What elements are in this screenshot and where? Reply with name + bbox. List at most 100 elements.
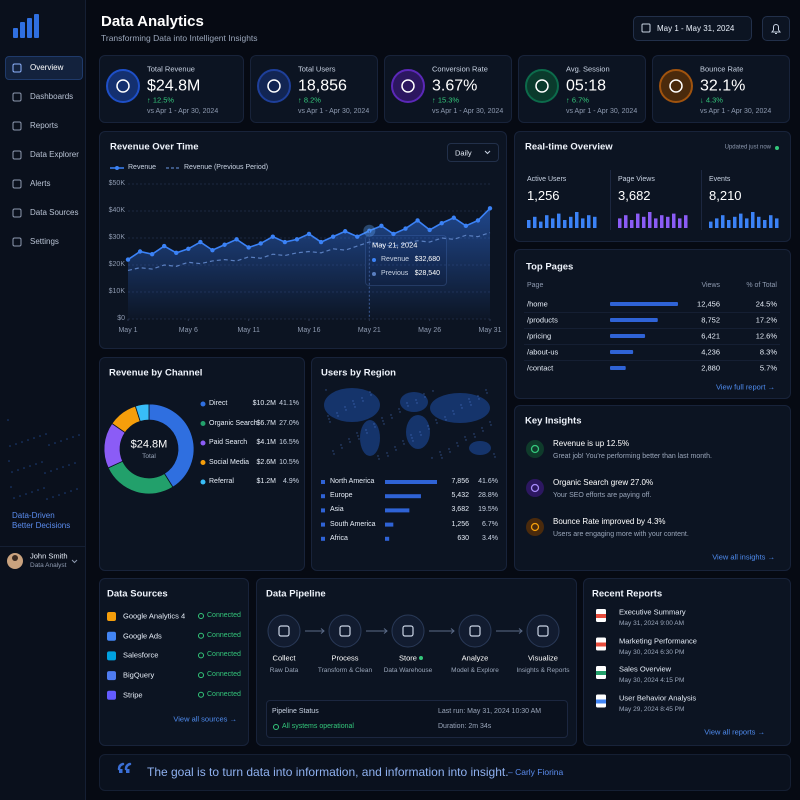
map-dot <box>486 392 488 394</box>
status: Updated just now <box>724 144 771 151</box>
step-icon <box>458 614 492 648</box>
channel-amount: $4.1M <box>256 438 276 446</box>
y-tick-label: $20K <box>108 260 125 268</box>
spark-bar <box>569 216 573 228</box>
source-icon <box>107 612 116 621</box>
legend-dot <box>200 401 206 407</box>
date-range: May 1 - May 31, 2024 <box>657 23 735 33</box>
channel-share: 41.1% <box>279 399 299 407</box>
period-select[interactable] <box>447 143 499 162</box>
tooltip-date: May 21, 2024 <box>372 240 418 250</box>
kpi-label: Conversion Rate <box>432 64 488 74</box>
step-icon <box>526 614 560 648</box>
x-tick-label: May 1 <box>118 326 138 334</box>
point <box>222 242 227 247</box>
page-name: /contact <box>527 363 554 373</box>
page-views: 12,456 <box>697 299 720 309</box>
arrow <box>366 628 388 634</box>
bar <box>610 302 678 306</box>
legend-dot <box>200 479 206 485</box>
link[interactable]: View all reports → <box>704 727 765 737</box>
user-name[interactable]: John Smith <box>30 551 68 561</box>
spark-bar <box>745 218 749 228</box>
map-dot <box>469 401 471 403</box>
map-dot <box>329 421 331 423</box>
column-header: Views <box>701 281 720 289</box>
nav-item[interactable]: Data Sources <box>30 208 79 218</box>
channel-amount: $10.2M <box>252 399 276 407</box>
report-date: May 31, 2024 9:00 AM <box>619 620 685 628</box>
spark-bar <box>593 216 597 228</box>
kpi-label: Total Users <box>298 64 336 74</box>
panel-title: Recent Reports <box>592 588 663 600</box>
map-dot <box>410 434 412 436</box>
point <box>439 220 444 226</box>
nav-item[interactable]: Data Explorer <box>30 150 79 160</box>
map-dot <box>358 438 360 440</box>
map-dot <box>473 433 475 435</box>
status-dot <box>775 146 779 150</box>
tooltip-label: Revenue <box>381 255 410 263</box>
page-name: /pricing <box>527 331 552 341</box>
map-dot <box>493 453 495 455</box>
status-text: All systems operational <box>282 722 354 730</box>
source-icon <box>107 671 116 681</box>
report-icon-badge <box>596 614 606 618</box>
bar <box>385 494 421 499</box>
step-name: Collect <box>272 653 296 663</box>
source-status: Connected <box>207 631 241 639</box>
map-dot <box>377 455 379 457</box>
link[interactable]: View full report → <box>715 382 775 392</box>
point <box>162 243 167 249</box>
map-dot <box>490 424 492 426</box>
logo-bar <box>34 14 39 38</box>
step-glyph <box>339 625 351 637</box>
report-icon-badge <box>596 671 606 675</box>
kpi-icon-inner <box>535 79 549 93</box>
x-tick-label: May 16 <box>297 326 321 334</box>
date-picker[interactable] <box>633 16 752 41</box>
link[interactable]: View all insights → <box>712 552 775 562</box>
decor-dot <box>41 461 43 463</box>
report-name[interactable]: Executive Summary <box>619 607 686 617</box>
region-name: Europe <box>330 491 353 499</box>
map-dot <box>445 419 447 421</box>
spark-bar <box>533 216 537 228</box>
bar <box>610 334 646 338</box>
kpi-icon <box>257 69 291 103</box>
nav-item[interactable]: Reports <box>30 121 59 131</box>
tagline: Better Decisions <box>12 521 71 531</box>
kpi-icon <box>659 69 693 103</box>
panel-title: Key Insights <box>525 415 582 427</box>
map-dot <box>373 423 375 425</box>
decor-dot <box>39 435 41 437</box>
region-value: 1,256 <box>451 520 469 528</box>
nav-item[interactable]: Dashboards <box>30 92 74 102</box>
link[interactable]: View all sources → <box>173 714 237 724</box>
kpi-icon-inner <box>267 79 281 93</box>
x-tick-label: May 26 <box>418 326 442 334</box>
spark-bar <box>672 213 676 228</box>
insight-icon-inner <box>530 522 540 532</box>
nav-item[interactable]: Overview <box>30 63 64 73</box>
sidebar <box>0 0 86 800</box>
channel-share: 16.5% <box>279 438 299 446</box>
report-name[interactable]: User Behavior Analysis <box>619 693 697 702</box>
step-desc: Model & Explore <box>451 667 499 675</box>
legend-square <box>321 508 325 513</box>
insight-title: Organic Search grew 27.0% <box>553 478 654 488</box>
page-share: 5.7% <box>759 363 777 373</box>
point <box>451 215 456 220</box>
report-name[interactable]: Marketing Performance <box>619 636 697 645</box>
nav-item[interactable]: Alerts <box>30 179 51 189</box>
bell-button[interactable] <box>762 16 790 41</box>
channel-amount: $2.6M <box>256 458 276 466</box>
nav-item[interactable]: Settings <box>30 237 59 247</box>
map-dot <box>374 426 376 428</box>
point <box>149 252 155 257</box>
report-name[interactable]: Sales Overview <box>619 664 672 674</box>
row-divider <box>524 360 780 361</box>
source-status: Connected <box>207 611 241 619</box>
step-name: Visualize <box>528 653 558 663</box>
kpi-change: ↓ 4.3% <box>700 95 723 105</box>
